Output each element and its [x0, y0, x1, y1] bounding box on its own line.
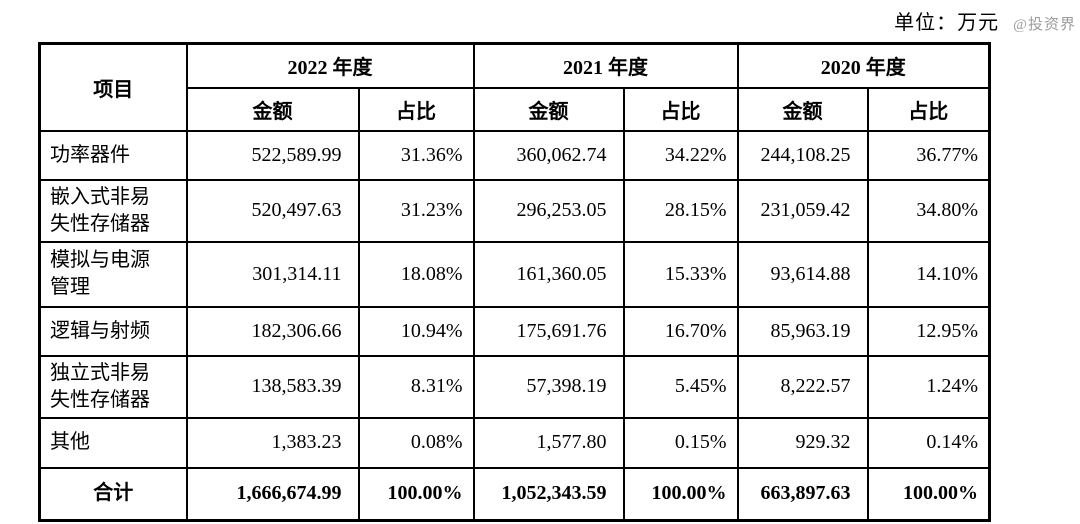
amount-cell: 161,360.05 — [472, 240, 625, 308]
amount-cell: 1,383.23 — [185, 416, 360, 469]
amount-cell: 1,577.80 — [472, 416, 625, 469]
amount-cell: 244,108.25 — [736, 129, 869, 181]
ratio-cell: 36.77% — [866, 129, 991, 181]
amount-cell: 522,589.99 — [185, 129, 360, 181]
amount-cell: 301,314.11 — [185, 240, 360, 308]
row-label: 模拟与电源管理 — [38, 240, 188, 308]
table-row: 模拟与电源管理 301,314.11 18.08% 161,360.05 15.… — [38, 240, 991, 308]
total-row: 合计 1,666,674.99 100.00% 1,052,343.59 100… — [38, 466, 991, 521]
col-header-ratio-2020: 占比 — [866, 86, 991, 132]
table-row: 嵌入式非易失性存储器 520,497.63 31.23% 296,253.05 … — [38, 178, 991, 243]
table-row: 独立式非易失性存储器 138,583.39 8.31% 57,398.19 5.… — [38, 354, 991, 419]
ratio-cell: 15.33% — [622, 240, 739, 308]
amount-cell: 85,963.19 — [736, 305, 869, 357]
col-header-year-2021: 2021 年度 — [472, 42, 739, 89]
ratio-cell: 100.00% — [622, 466, 739, 521]
ratio-cell: 16.70% — [622, 305, 739, 357]
ratio-cell: 14.10% — [866, 240, 991, 308]
ratio-cell: 34.22% — [622, 129, 739, 181]
col-header-ratio-2021: 占比 — [622, 86, 739, 132]
ratio-cell: 0.15% — [622, 416, 739, 469]
amount-cell: 8,222.57 — [736, 354, 869, 419]
amount-cell: 138,583.39 — [185, 354, 360, 419]
col-header-item: 项目 — [38, 42, 188, 132]
row-label: 逻辑与射频 — [38, 305, 188, 357]
ratio-cell: 10.94% — [357, 305, 475, 357]
col-header-year-2022: 2022 年度 — [185, 42, 475, 89]
ratio-cell: 1.24% — [866, 354, 991, 419]
table-row: 逻辑与射频 182,306.66 10.94% 175,691.76 16.70… — [38, 305, 991, 357]
col-header-amount-2020: 金额 — [736, 86, 869, 132]
row-label: 功率器件 — [38, 129, 188, 181]
ratio-cell: 8.31% — [357, 354, 475, 419]
col-header-year-2020: 2020 年度 — [736, 42, 991, 89]
col-header-amount-2022: 金额 — [185, 86, 360, 132]
total-label: 合计 — [38, 466, 188, 521]
watermark: @投资界 — [1013, 17, 1076, 33]
amount-cell: 175,691.76 — [472, 305, 625, 357]
amount-cell: 929.32 — [736, 416, 869, 469]
ratio-cell: 28.15% — [622, 178, 739, 243]
amount-cell: 663,897.63 — [736, 466, 869, 521]
ratio-cell: 12.95% — [866, 305, 991, 357]
table-row: 功率器件 522,589.99 31.36% 360,062.74 34.22%… — [38, 129, 991, 181]
ratio-cell: 100.00% — [357, 466, 475, 521]
ratio-cell: 100.00% — [866, 466, 991, 521]
amount-cell: 93,614.88 — [736, 240, 869, 308]
row-label: 其他 — [38, 416, 188, 469]
amount-cell: 360,062.74 — [472, 129, 625, 181]
table-row: 其他 1,383.23 0.08% 1,577.80 0.15% 929.32 … — [38, 416, 991, 469]
col-header-ratio-2022: 占比 — [357, 86, 475, 132]
row-label: 嵌入式非易失性存储器 — [38, 178, 188, 243]
ratio-cell: 31.23% — [357, 178, 475, 243]
revenue-breakdown-table: 项目 2022 年度 2021 年度 2020 年度 金额 占比 金额 占比 金… — [38, 42, 991, 522]
amount-cell: 1,666,674.99 — [185, 466, 360, 521]
ratio-cell: 34.80% — [866, 178, 991, 243]
ratio-cell: 0.08% — [357, 416, 475, 469]
amount-cell: 231,059.42 — [736, 178, 869, 243]
header-row-years: 项目 2022 年度 2021 年度 2020 年度 — [38, 42, 991, 132]
header-row-subheaders: 金额 占比 金额 占比 金额 占比 — [40, 86, 991, 132]
row-label: 独立式非易失性存储器 — [38, 354, 188, 419]
amount-cell: 1,052,343.59 — [472, 466, 625, 521]
top-right-bar: 单位：万元 @投资界 — [894, 6, 1076, 35]
ratio-cell: 18.08% — [357, 240, 475, 308]
ratio-cell: 5.45% — [622, 354, 739, 419]
amount-cell: 520,497.63 — [185, 178, 360, 243]
ratio-cell: 31.36% — [357, 129, 475, 181]
unit-label: 单位：万元 — [894, 12, 1000, 34]
ratio-cell: 0.14% — [866, 416, 991, 469]
col-header-amount-2021: 金额 — [472, 86, 625, 132]
amount-cell: 296,253.05 — [472, 178, 625, 243]
amount-cell: 57,398.19 — [472, 354, 625, 419]
amount-cell: 182,306.66 — [185, 305, 360, 357]
